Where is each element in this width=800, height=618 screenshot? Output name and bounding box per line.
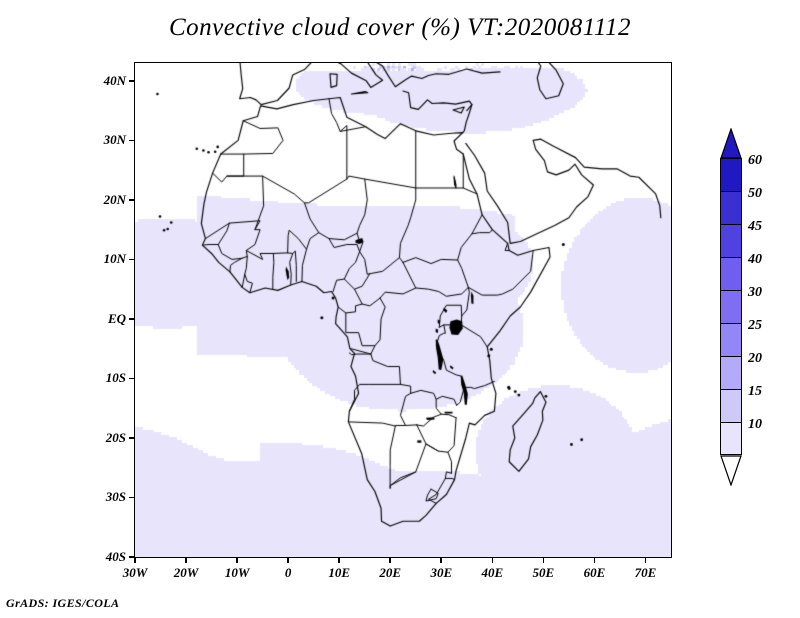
y-tick-mark bbox=[129, 377, 134, 380]
colorbar-tick-label: 10 bbox=[748, 417, 762, 432]
y-tick-mark bbox=[129, 556, 134, 558]
y-tick-label: 20S bbox=[105, 429, 126, 445]
colorbar-tick-label: 60 bbox=[748, 153, 762, 168]
y-tick-label: EQ bbox=[107, 310, 126, 326]
x-tick-label: 30E bbox=[430, 565, 453, 580]
x-tick-label: 70E bbox=[634, 565, 657, 580]
colorbar-tick-label: 20 bbox=[748, 351, 762, 366]
x-tick-mark bbox=[491, 558, 494, 563]
colorbar-tick-label: 50 bbox=[748, 186, 762, 201]
y-tick-label: 10S bbox=[105, 370, 126, 386]
y-tick-label: 30S bbox=[105, 489, 126, 505]
x-tick-mark bbox=[440, 558, 443, 563]
colorbar-band bbox=[720, 224, 742, 257]
x-tick-mark bbox=[185, 558, 187, 563]
colorbar-band bbox=[720, 158, 742, 191]
colorbar-band bbox=[720, 422, 742, 455]
x-tick-label: 50E bbox=[532, 565, 555, 580]
colorbar-band bbox=[720, 257, 742, 290]
colorbar-band bbox=[720, 323, 742, 356]
x-tick-mark bbox=[287, 558, 289, 563]
x-tick-mark bbox=[338, 558, 340, 563]
page-title: Convective cloud cover (%) VT:2020081112 bbox=[169, 14, 631, 41]
x-tick-mark bbox=[134, 558, 136, 563]
y-tick-mark bbox=[129, 80, 134, 82]
cloud-cover-raster bbox=[135, 63, 671, 557]
colorbar-band bbox=[720, 290, 742, 323]
y-tick-mark bbox=[129, 496, 134, 499]
y-tick-label: 10N bbox=[103, 251, 126, 267]
y-tick-label: 30N bbox=[103, 132, 126, 148]
x-tick-mark bbox=[389, 558, 392, 563]
y-tick-label: 40S bbox=[105, 549, 126, 564]
x-tick-label: 10W bbox=[224, 565, 250, 580]
colorbar: 60 50 45 40 30 25 20 15 10 bbox=[700, 120, 800, 487]
y-tick-mark bbox=[129, 199, 134, 201]
colorbar-arrow-bottom bbox=[720, 455, 742, 491]
y-tick-mark bbox=[129, 258, 134, 261]
x-tick-label: 20W bbox=[173, 565, 199, 580]
x-tick-label: 40E bbox=[481, 565, 504, 580]
x-tick-label: 20E bbox=[379, 565, 402, 580]
colorbar-tick-label: 15 bbox=[748, 384, 762, 399]
x-tick-mark bbox=[593, 558, 596, 563]
colorbar-tick-label: 45 bbox=[748, 219, 762, 234]
x-tick-label: 0 bbox=[284, 565, 292, 580]
colorbar-band bbox=[720, 389, 742, 422]
y-tick-mark bbox=[129, 139, 134, 142]
colorbar-band bbox=[720, 356, 742, 389]
x-tick-label: 10E bbox=[328, 565, 351, 580]
colorbar-tick-label: 30 bbox=[748, 285, 762, 300]
x-tick-mark bbox=[236, 558, 238, 563]
colorbar-tick-label: 25 bbox=[748, 318, 762, 333]
x-tick-mark bbox=[542, 558, 545, 563]
y-tick-mark bbox=[129, 437, 134, 439]
y-tick-label: 20N bbox=[103, 191, 126, 207]
x-tick-mark bbox=[644, 558, 647, 563]
y-tick-label: 40N bbox=[103, 72, 126, 88]
colorbar-tick-label: 40 bbox=[748, 252, 762, 267]
x-tick-label: 60E bbox=[583, 565, 606, 580]
credit-text: GrADS: IGES/COLA bbox=[6, 596, 120, 610]
map-plot-area bbox=[134, 62, 672, 558]
x-tick-label: 30W bbox=[122, 565, 148, 580]
colorbar-band bbox=[720, 191, 742, 224]
colorbar-bands bbox=[720, 158, 742, 455]
y-tick-mark bbox=[129, 318, 134, 320]
